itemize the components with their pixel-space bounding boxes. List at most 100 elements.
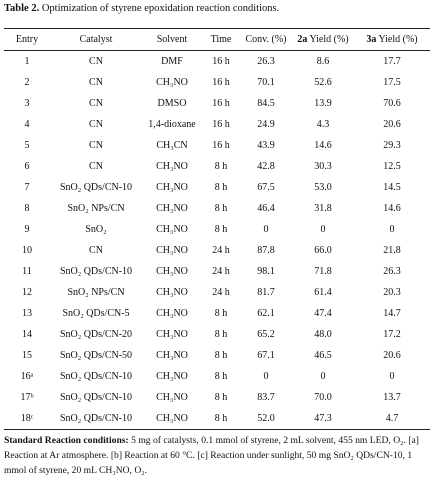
header-bold: 2a [297,34,308,45]
table-cell: SnO₂ QDs/CN-10 [50,408,142,430]
table-cell: 14.6 [383,203,401,214]
table-row: 8 SnO₂ NPs/CN CH₃NO 8 h 46.4 31.8 14.6 [4,198,430,219]
table-row: 10 CN CH₃NO 24 h 87.8 66.0 21.8 [4,240,430,261]
table-cell: 30.3 [314,161,332,172]
table-cell: CH₃NO [156,161,188,172]
table-row: 1 CN DMF 16 h 26.3 8.6 17.7 [4,51,430,73]
table-cell: 26.3 [383,266,401,277]
table-cell: CH₃NO [156,266,188,277]
header-cell: Entry [4,28,50,51]
table-cell: 84.5 [257,98,275,109]
table-cell: 21.8 [383,245,401,256]
table-cell: SnO₂ QDs/CN-10 [59,392,133,403]
table-cell: 20.6 [383,350,401,361]
results-table: Entry Catalyst Solvent Time Conv. (%) 2a Yiel… [4,28,430,430]
table-row: 3 CN DMSO 16 h 84.5 13.9 70.6 [4,93,430,114]
table-caption: Table 2. Optimization of styrene epoxida… [4,3,279,14]
table-cell: CN [89,56,103,67]
table-row: 14 SnO₂ QDs/CN-20 CH₃NO 8 h 65.2 48.0 17.2 [4,324,430,345]
table-cell: 46.5 [314,350,332,361]
table-cell: 7 [24,182,30,193]
table-cell: 3 [24,98,30,109]
table-row: 5 CN CH₃CN 16 h 43.9 14.6 29.3 [4,135,430,156]
table-cell: 24 h [212,245,230,256]
header-text: Catalyst [79,34,113,45]
table-cell: 14 [22,329,32,340]
header-text: Yield (%) [307,34,349,45]
header-cell: 3a Yield (%) [354,28,430,51]
table-cell: 0 [389,371,395,382]
table-cell: CH₃NO [156,182,188,193]
table-cell: 2 [24,77,30,88]
table-cell: 0 [389,224,395,235]
table-cell: 12 [22,287,32,298]
table-cell: 26.3 [257,56,275,67]
table-cell: 70.1 [257,77,275,88]
table-cell: 67.5 [257,182,275,193]
table-cell: 83.7 [257,392,275,403]
table-cell: 24.9 [257,119,275,130]
table-cell: 13.9 [314,98,332,109]
table-cell: SnO₂ QDs/CN-5 [62,308,130,319]
table-cell: CH₃CN [156,140,188,151]
table-cell: 11 [22,266,32,277]
table-cell: SnO₂ NPs/CN [67,287,125,298]
table-cell: 4 [24,119,30,130]
table-cell: 20.3 [383,287,401,298]
table-cell: CN [89,119,103,130]
table-cell: 8 h [202,408,240,430]
table-cell: 0 [263,224,269,235]
table-cell: 9 [24,224,30,235]
header-cell: Catalyst [50,28,142,51]
table-cell: 16ᵃ [20,371,34,382]
table-cell: 8 h [214,371,228,382]
caption-label: Table 2. [4,3,40,14]
table-row: 7 SnO₂ QDs/CN-10 CH₃NO 8 h 67.5 53.0 14.5 [4,177,430,198]
header-text: Time [210,34,232,45]
table-cell: 81.7 [257,287,275,298]
table-cell: 4.3 [316,119,330,130]
table-cell: 8 h [214,308,228,319]
header-text: Conv. (%) [245,34,287,45]
table-cell: SnO₂ NPs/CN [67,203,125,214]
table-cell: 66.0 [314,245,332,256]
table-cell: CH₃NO [156,329,188,340]
table-row: 13 SnO₂ QDs/CN-5 CH₃NO 8 h 62.1 47.4 14.7 [4,303,430,324]
table-row: 18ᶜ SnO₂ QDs/CN-10 CH₃NO 8 h 52.0 47.3 4.7 [4,408,430,430]
table-cell: CH₃NO [142,408,202,430]
table-cell: 16 h [212,98,230,109]
table-footnote: Standard Reaction conditions: 5 mg of ca… [4,433,430,478]
table-cell: SnO₂ QDs/CN-10 [59,371,133,382]
header-text: Yield (%) [376,34,418,45]
footnote-label: Standard Reaction conditions: [4,435,129,446]
table-cell: CH₃NO [156,77,188,88]
table-cell: 48.0 [314,329,332,340]
table-cell: CH₃NO [156,287,188,298]
table-row: 4 CN 1,4-dioxane 16 h 24.9 4.3 20.6 [4,114,430,135]
table-cell: 13 [22,308,32,319]
table-cell: 24 h [212,287,230,298]
table-cell: 31.8 [314,203,332,214]
table-cell: 52.0 [240,408,292,430]
table-cell: 0 [263,371,269,382]
table-cell: SnO₂ QDs/CN-20 [59,329,133,340]
header-row: Entry Catalyst Solvent Time Conv. (%) 2a Yiel… [4,28,430,51]
table-cell: 0 [320,371,326,382]
table-cell: 17ᵇ [20,392,34,403]
table-cell: CH₃NO [156,224,188,235]
table-cell: 46.4 [257,203,275,214]
table-cell: 47.3 [292,408,354,430]
table-cell: 6 [24,161,30,172]
table-cell: CH₃NO [156,245,188,256]
table-cell: 47.4 [314,308,332,319]
table-row: 16ᵃ SnO₂ QDs/CN-10 CH₃NO 8 h 0 0 0 [4,366,430,387]
table-cell: 13.7 [383,392,401,403]
header-text: Solvent [156,34,188,45]
table-cell: 61.4 [314,287,332,298]
table-cell: 14.5 [383,182,401,193]
table-cell: 8 [24,203,30,214]
table-row: 2 CN CH₃NO 16 h 70.1 52.6 17.5 [4,72,430,93]
table-cell: DMSO [157,98,187,109]
table-cell: CH₃NO [156,371,188,382]
table-cell: 42.8 [257,161,275,172]
